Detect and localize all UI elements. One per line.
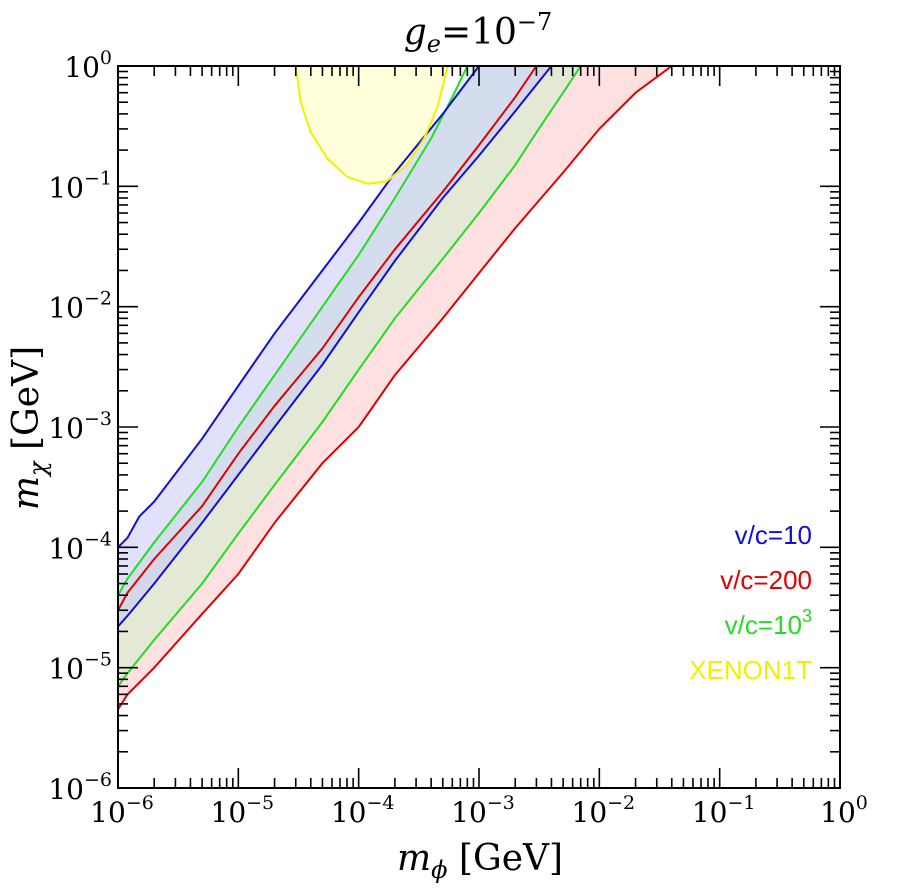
y-axis-label: mχ [GeV] <box>6 346 52 510</box>
y-tick-label: 10−2 <box>48 288 112 325</box>
tick-labels: 10−6 10−5 10−4 10−3 10−2 10−1 100 10−6 10−5 10−4 1… <box>48 47 868 829</box>
region-fills <box>118 66 672 710</box>
boundary-xenon1t <box>294 65 449 185</box>
x-axis-label: mϕ [GeV] <box>397 838 563 884</box>
lower-boundary-v-c-10-3 <box>117 65 582 687</box>
x-tick-label: 10−1 <box>692 792 756 829</box>
x-tick-label: 10−3 <box>451 792 515 829</box>
upper-boundary-v-c-10 <box>117 65 480 549</box>
y-tick-label: 100 <box>64 47 112 84</box>
x-tick-label: 10−2 <box>572 792 636 829</box>
legend-entry: v/c=103 <box>725 606 812 640</box>
x-tick-label: 100 <box>820 792 868 829</box>
region-boundaries <box>117 65 673 710</box>
x-tick-label: 10−4 <box>331 792 395 829</box>
x-tick-label: 10−6 <box>90 792 154 829</box>
legend: v/c=10 v/c=200 v/c=103 XENON1T <box>689 520 812 685</box>
lower-boundary-v-c-200 <box>117 65 673 710</box>
x-tick-label: 10−5 <box>211 792 275 829</box>
legend-entry: v/c=10 <box>735 520 812 550</box>
legend-entry: XENON1T <box>689 655 812 685</box>
y-tick-label: 10−5 <box>48 649 112 686</box>
chart-title: ge=10−7 <box>404 8 553 58</box>
upper-boundary-v-c-200 <box>117 65 538 611</box>
y-tick-label: 10−1 <box>48 167 112 204</box>
axis-ticks <box>117 65 841 789</box>
y-tick-label: 10−4 <box>48 528 112 565</box>
y-tick-label: 10−6 <box>48 769 112 806</box>
upper-boundary-v-c-10-3 <box>117 65 469 596</box>
region-fill-v-c-10-3 <box>118 66 581 687</box>
legend-entry: v/c=200 <box>720 565 812 595</box>
y-tick-label: 10−3 <box>48 408 112 445</box>
lower-boundary-v-c-10 <box>117 65 553 628</box>
